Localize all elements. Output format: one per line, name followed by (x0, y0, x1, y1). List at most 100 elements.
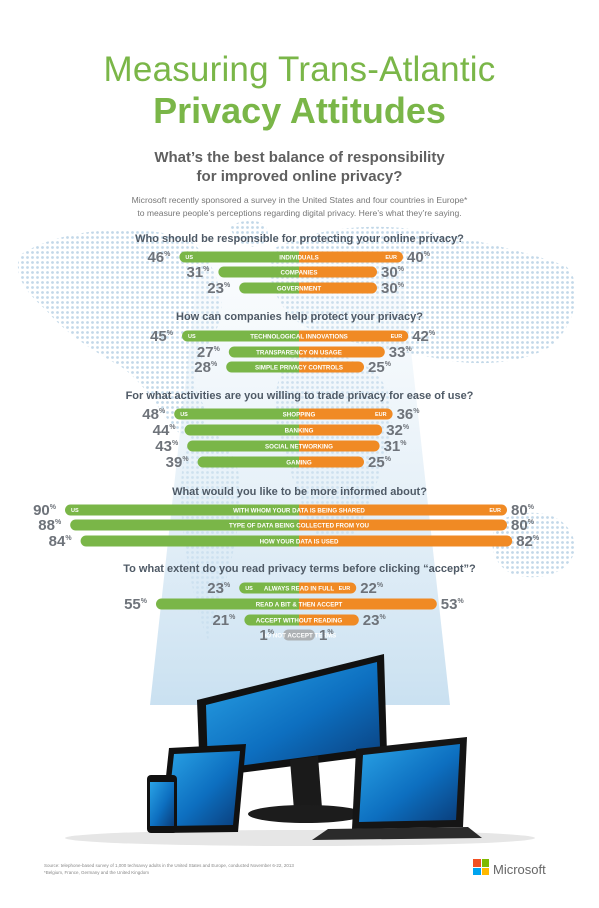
q2-row2-eur-value: 33% (389, 344, 413, 361)
question-5-title: To what extent do you read privacy terms… (123, 563, 476, 575)
q2-row3-us-value: 28% (194, 359, 218, 376)
q3-row1-eur-bar (299, 408, 393, 420)
q4-row3-eur-bar-join (299, 535, 305, 547)
q5-us-series-label: US (245, 586, 253, 592)
q3-row4-eur-bar (299, 456, 364, 468)
q4-row2-eur-bar (299, 519, 507, 531)
q2-row3-eur-value: 25% (368, 359, 392, 376)
q1-row1-us-value: 46% (147, 249, 171, 266)
q5-eur-series-label: EUR (339, 586, 351, 592)
q2-row3-eur-bar-join (299, 361, 305, 373)
q3-row4-eur-value: 25% (368, 454, 392, 471)
intro-line2: to measure people’s perceptions regardin… (137, 208, 462, 218)
q1-row2-label: COMPANIES (280, 269, 317, 276)
q5-row2-label: READ A BIT & THEN ACCEPT (256, 601, 343, 608)
q3-row3-eur-bar-join (299, 440, 305, 452)
q3-row3-eur-bar (299, 440, 380, 452)
q3-row4-label: GAMING (286, 459, 312, 466)
q2-row2-eur-bar-join (299, 346, 305, 358)
page-title-line2: Privacy Attitudes (153, 90, 446, 131)
q2-row3-label: SIMPLE PRIVACY CONTROLS (255, 364, 343, 371)
q5-row2-us-value: 55% (124, 596, 148, 613)
q1-row1-eur-value: 40% (407, 249, 431, 266)
q5-row2-eur-value: 53% (441, 596, 465, 613)
q5-row1-us-value: 23% (207, 580, 231, 597)
q3-row2-eur-bar (299, 424, 383, 436)
q2-row2-label: TRANSPARENCY ON USAGE (256, 349, 342, 356)
q4-row3-us-bar (80, 535, 305, 547)
q3-row2-us-bar (184, 424, 305, 436)
q4-us-series-label: US (71, 508, 79, 514)
q5-row2-eur-bar (299, 598, 437, 610)
q5-row3-eur-bar-join (299, 614, 305, 626)
q3-row1-us-value: 48% (142, 406, 166, 423)
q3-row2-eur-value: 32% (386, 422, 410, 439)
q5-row1-eur-bar-join (299, 582, 305, 594)
subtitle-line1: What’s the best balance of responsibilit… (154, 149, 445, 166)
q5-row2-eur-bar-join (299, 598, 305, 610)
q4-row2-label: TYPE OF DATA BEING COLLECTED FROM YOU (229, 522, 370, 529)
q3-row3-us-bar (187, 440, 305, 452)
q2-row3-eur-bar (299, 361, 364, 373)
question-2-title: How can companies help protect your priv… (176, 311, 423, 323)
q5-row3-eur-bar (299, 614, 359, 626)
q3-row2-label: BANKING (285, 427, 314, 434)
q4-row3-eur-value: 82% (516, 533, 540, 550)
question-4-title: What would you like to be more informed … (172, 486, 427, 498)
q1-row2-eur-bar (299, 266, 377, 278)
q3-eur-series-label: EUR (375, 412, 387, 418)
question-3-title: For what activities are you willing to t… (125, 390, 474, 402)
q1-row1-eur-bar (299, 251, 403, 263)
q4-row3-label: HOW YOUR DATA IS USED (260, 538, 339, 545)
tablet-illustration (160, 744, 246, 833)
q1-row1-us-bar (179, 251, 305, 263)
q4-row2-us-value: 88% (38, 517, 62, 534)
q4-row3-us-value: 84% (49, 533, 73, 550)
q1-eur-series-label: EUR (385, 255, 397, 261)
q1-row3-eur-bar (299, 282, 377, 294)
question-1-title: Who should be responsible for protecting… (135, 233, 464, 245)
q5-row1-label: ALWAYS READ IN FULL (264, 585, 334, 592)
q4-row2-eur-value: 80% (511, 517, 535, 534)
q1-row1-eur-bar-join (299, 251, 305, 263)
q4-row1-label: WITH WHOM YOUR DATA IS BEING SHARED (233, 507, 365, 514)
q3-row4-eur-bar-join (299, 456, 305, 468)
q3-row2-us-value: 44% (153, 422, 177, 439)
q2-row2-us-bar (228, 346, 305, 358)
q1-row1-label: INDIVIDUALS (279, 254, 319, 261)
q4-eur-series-label: EUR (489, 508, 501, 514)
q5-row3-us-bar (244, 614, 305, 626)
q2-row3-us-bar (226, 361, 305, 373)
q3-row1-label: SHOPPING (283, 411, 316, 418)
q5-row1-eur-value: 22% (360, 580, 384, 597)
q1-row2-us-bar (218, 266, 305, 278)
q4-row1-eur-bar (299, 504, 507, 516)
q4-row2-us-bar (70, 519, 305, 531)
q5-row2-us-bar (156, 598, 305, 610)
intro-line1: Microsoft recently sponsored a survey in… (131, 195, 468, 205)
q1-row3-us-value: 23% (207, 280, 231, 297)
footnote-countries: *Belgium, France, Germany and the United… (44, 870, 150, 875)
q5-row4-eur-bar-join (299, 629, 305, 641)
q5-row1-us-bar (239, 582, 305, 594)
q3-row3-eur-value: 31% (384, 438, 408, 455)
q2-row1-us-bar (182, 330, 305, 342)
q5-row4-label: DO NOT ACCEPT TERMS (262, 632, 336, 639)
q2-us-series-label: US (188, 334, 196, 340)
q2-row1-eur-bar (299, 330, 409, 342)
q4-row1-us-bar (65, 504, 305, 516)
q3-row4-us-bar (197, 456, 305, 468)
footnote: Source: telephone-based survey of 1,000 … (44, 862, 294, 876)
q1-row2-eur-bar-join (299, 266, 305, 278)
laptop-illustration (312, 737, 482, 840)
q1-row2-eur-value: 30% (381, 264, 405, 281)
q3-row1-us-bar (174, 408, 305, 420)
q2-row2-eur-bar (299, 346, 385, 358)
subtitle-line2: for improved online privacy? (196, 168, 403, 185)
q2-eur-series-label: EUR (391, 334, 403, 340)
q4-row1-eur-bar-join (299, 504, 305, 516)
q3-row3-us-value: 43% (155, 438, 179, 455)
q2-row1-label: TECHNOLOGICAL INNOVATIONS (250, 333, 348, 340)
q3-us-series-label: US (180, 412, 188, 418)
